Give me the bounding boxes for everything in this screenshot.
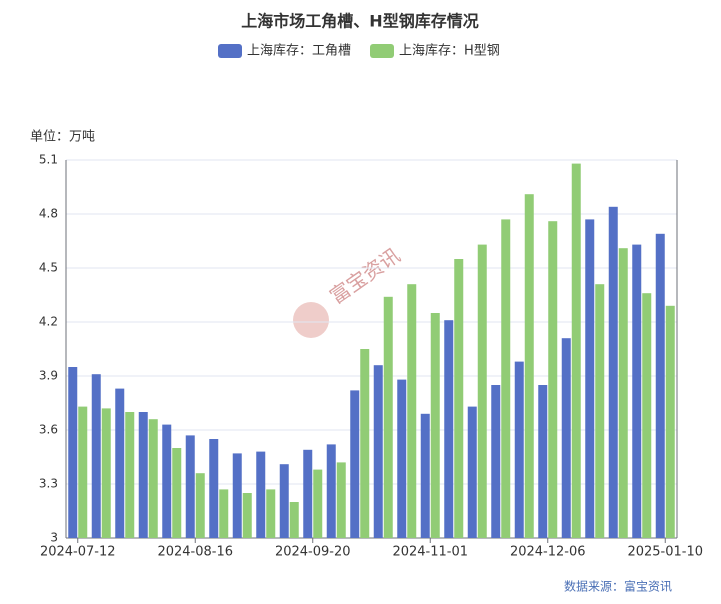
y-tick-label: 3.3 (39, 477, 58, 491)
bar (407, 284, 417, 538)
bar (360, 349, 370, 538)
x-tick-label: 2025-01-10 (627, 545, 703, 560)
bar (313, 469, 323, 538)
bar (138, 412, 148, 538)
bar (501, 219, 511, 538)
bar (101, 408, 111, 538)
x-tick-label: 2024-08-16 (157, 545, 233, 560)
chart-title: 上海市场工角槽、H型钢库存情况 (241, 12, 478, 31)
bar (642, 293, 652, 538)
x-tick-label: 2024-09-20 (275, 545, 351, 560)
legend-label: 上海库存：H型钢 (399, 43, 500, 59)
source: 数据来源：富宝资讯 (564, 579, 672, 594)
y-tick-label: 3.9 (39, 369, 58, 383)
bar (632, 244, 642, 538)
bar (78, 406, 88, 538)
bar (491, 385, 501, 538)
bar (326, 444, 336, 538)
bar (608, 206, 618, 539)
bar (219, 489, 229, 538)
bar (91, 374, 101, 538)
bar (383, 296, 393, 538)
bar (266, 489, 276, 538)
bar (571, 163, 581, 538)
bar (655, 233, 665, 539)
bar (303, 449, 313, 538)
bar (115, 388, 125, 538)
bar (467, 406, 477, 538)
bar (336, 462, 346, 538)
bar (477, 244, 487, 538)
bar (595, 284, 605, 538)
legend-swatch (370, 44, 394, 58)
x-tick-label: 2024-12-06 (510, 545, 586, 560)
bar (195, 473, 205, 538)
bar (232, 453, 242, 538)
y-tick-label: 4.5 (39, 261, 58, 275)
bar (279, 464, 289, 538)
bar (242, 493, 252, 538)
bar (209, 439, 219, 538)
bar (665, 305, 675, 538)
bar (561, 338, 571, 538)
bar (185, 435, 195, 538)
bar (68, 367, 78, 538)
bar (420, 413, 430, 538)
bar (172, 448, 182, 538)
bar (125, 412, 135, 538)
bar (618, 248, 628, 538)
bar (548, 221, 558, 538)
bar (148, 419, 158, 538)
x-tick-label: 2024-07-12 (40, 545, 116, 560)
bar (538, 385, 548, 538)
x-tick-label: 2024-11-01 (392, 545, 468, 560)
y-tick-label: 4.8 (39, 207, 58, 221)
y-tick-label: 3 (50, 531, 58, 545)
bar (350, 390, 360, 538)
bar (397, 379, 407, 538)
y-tick-label: 3.6 (39, 423, 58, 437)
bar (444, 320, 454, 538)
y-axis-label: 单位：万吨 (30, 130, 95, 145)
bar (162, 424, 172, 538)
y-tick-label: 5.1 (39, 153, 58, 167)
bar (514, 361, 524, 538)
y-tick-label: 4.2 (39, 315, 58, 329)
bar (373, 365, 383, 538)
watermark-logo (293, 302, 329, 338)
bar (585, 219, 595, 538)
bar (430, 313, 440, 538)
bar (256, 451, 266, 538)
legend-label: 上海库存：工角槽 (247, 43, 351, 59)
legend-swatch (218, 44, 242, 58)
bar (454, 259, 464, 538)
bar (524, 194, 534, 538)
bar (289, 502, 299, 538)
